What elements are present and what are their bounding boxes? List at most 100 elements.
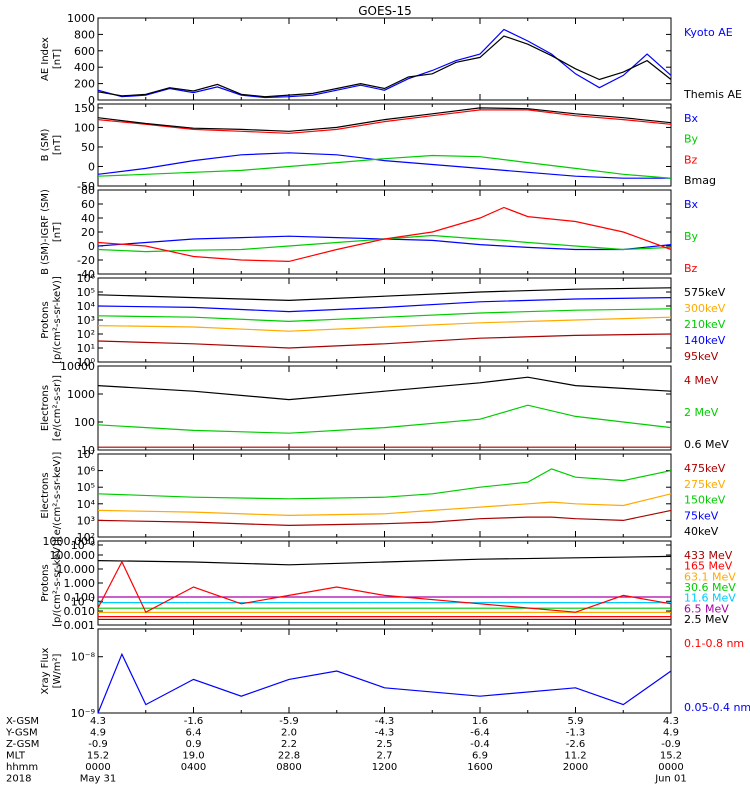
xaxis-cell: 19.0	[182, 751, 204, 762]
xaxis-cell: Jun 01	[654, 774, 687, 785]
y-tick-label: 200	[74, 78, 95, 91]
legend-entry: Themis AE	[683, 88, 742, 101]
series-line-By	[97, 154, 672, 179]
legend-entry: 0.6 MeV	[684, 438, 729, 451]
xaxis-cell: 4.3	[663, 716, 679, 727]
panel-protons2: 0.0010.0100.1001.00010.000100.0001000.00…	[40, 535, 736, 632]
y-axis-label: [p/(cm²-s-sr-keV)]	[52, 276, 63, 364]
y-tick-label: 10.000	[57, 563, 96, 576]
legend-entry: 275keV	[684, 478, 726, 491]
legend-entry: 140keV	[684, 334, 726, 347]
xaxis-cell: 0800	[276, 762, 301, 773]
y-tick-label: 10	[81, 444, 95, 457]
series-line-0.6-MeV	[97, 376, 672, 401]
series-group	[97, 468, 672, 527]
y-tick-label: 100	[74, 121, 95, 134]
series-line-2.5-MeV	[97, 555, 672, 566]
series-line-Bz	[97, 109, 672, 134]
series-group	[97, 107, 672, 179]
y-axis-label: B (SM)	[40, 128, 51, 161]
series-line-Bx	[97, 152, 671, 179]
y-tick-label: 10³	[77, 314, 95, 327]
xaxis-row-label: MLT	[6, 751, 26, 762]
legend-entry: 6.5 MeV	[684, 602, 729, 615]
y-tick-label: 100.000	[50, 549, 96, 562]
legend-entry: 165 MeV	[684, 560, 733, 573]
y-axis-label: Protons	[40, 564, 51, 601]
y-axis-label: AE Index	[40, 37, 51, 81]
y-tick-label: 1000	[67, 12, 95, 25]
xaxis-cell: 2.2	[281, 739, 297, 750]
xaxis-cell: -4.3	[375, 716, 395, 727]
y-tick-label: 0.100	[64, 591, 96, 604]
legend-entry: 300keV	[684, 302, 726, 315]
series-group	[97, 287, 672, 349]
series-line-0.05-0.4-nm	[97, 652, 672, 714]
series-line-300keV	[97, 316, 672, 332]
series-line-Themis-AE	[97, 35, 672, 98]
legend-entry: 63.1 MeV	[684, 570, 736, 583]
y-tick-label: 10⁶	[77, 272, 96, 285]
panel-frame	[97, 453, 672, 538]
legend-entry: 2 MeV	[684, 406, 719, 419]
y-tick-label: -50	[77, 180, 95, 193]
legend-entry: 40keV	[684, 525, 719, 538]
y-tick-label: 400	[74, 61, 95, 74]
y-tick-label: 600	[74, 45, 95, 58]
y-tick-label: 0.010	[64, 605, 96, 618]
y-tick-label: 10000	[60, 360, 95, 373]
legend-entry: 4 MeV	[684, 374, 719, 387]
legend-entry: 30.6 MeV	[684, 581, 736, 594]
legend-entry: 0.1-0.8 nm	[684, 637, 744, 650]
y-axis-label: [W/m²]	[52, 653, 63, 688]
y-tick-label: 10⁵	[77, 481, 95, 494]
series-group	[97, 206, 672, 263]
y-tick-label: 40	[81, 212, 95, 225]
y-tick-label: 10⁶	[77, 465, 96, 478]
legend-entry: 2.5 MeV	[684, 613, 729, 626]
legend-entry: 433 MeV	[684, 549, 733, 562]
legend-entry: Kyoto AE	[684, 26, 733, 39]
y-axis-label: [nT]	[52, 222, 63, 242]
xaxis-cell: 1200	[372, 762, 397, 773]
xaxis-cell: 2.7	[377, 751, 393, 762]
legend-entry: 210keV	[684, 318, 726, 331]
legend-entry: Bx	[684, 198, 699, 211]
y-tick-label: 10⁰	[77, 356, 96, 369]
xaxis-cell: -0.4	[470, 739, 490, 750]
series-line-140keV	[97, 297, 672, 313]
y-tick-label: 10⁻⁸	[71, 651, 96, 664]
xaxis-cell: 2000	[563, 762, 588, 773]
y-tick-label: 10²	[77, 328, 95, 341]
series-line-2-MeV	[97, 404, 672, 434]
y-tick-label: 20	[81, 226, 95, 239]
legend-entry: By	[684, 133, 699, 146]
series-line-210keV	[97, 308, 672, 323]
series-line-95keV	[97, 333, 672, 349]
y-tick-label: 1.000	[64, 577, 96, 590]
series-line-0.1-0.8-nm	[97, 560, 672, 614]
legend-entry: Bmag	[684, 174, 716, 187]
xaxis-cell: -0.9	[88, 739, 108, 750]
panel-ae: 0 200 400 600 800 1000 AE Index [nT] Kyoto AE The…	[40, 12, 742, 107]
y-tick-label: 10⁴	[77, 498, 96, 511]
xaxis-cell: 1600	[467, 762, 492, 773]
y-tick-label: 1000	[67, 388, 95, 401]
y-tick-label: 10⁷	[77, 448, 95, 461]
y-tick-label: 10⁻⁷	[71, 595, 95, 608]
panel-xray: 10⁻⁹ 10⁻⁸ 10⁻⁷ 10⁻⁸ Xray Flux [W/m²] 0.1-0.8 n…	[40, 539, 750, 720]
y-tick-label: 10⁻⁸	[71, 539, 96, 552]
series-line-Bz	[97, 206, 672, 263]
y-tick-label: 100	[74, 416, 95, 429]
panel-bsm: -50 0 50 100 150 B (SM) [nT] Bx By Bz Bmag	[40, 102, 716, 193]
xaxis-row-label: Z-GSM	[6, 739, 39, 750]
legend-entry: Bz	[684, 262, 698, 275]
xaxis-cell: 4.9	[90, 728, 106, 739]
xaxis-cell: 22.8	[278, 751, 300, 762]
y-tick-label: 0.001	[64, 619, 96, 632]
y-tick-label: 10¹	[77, 342, 95, 355]
